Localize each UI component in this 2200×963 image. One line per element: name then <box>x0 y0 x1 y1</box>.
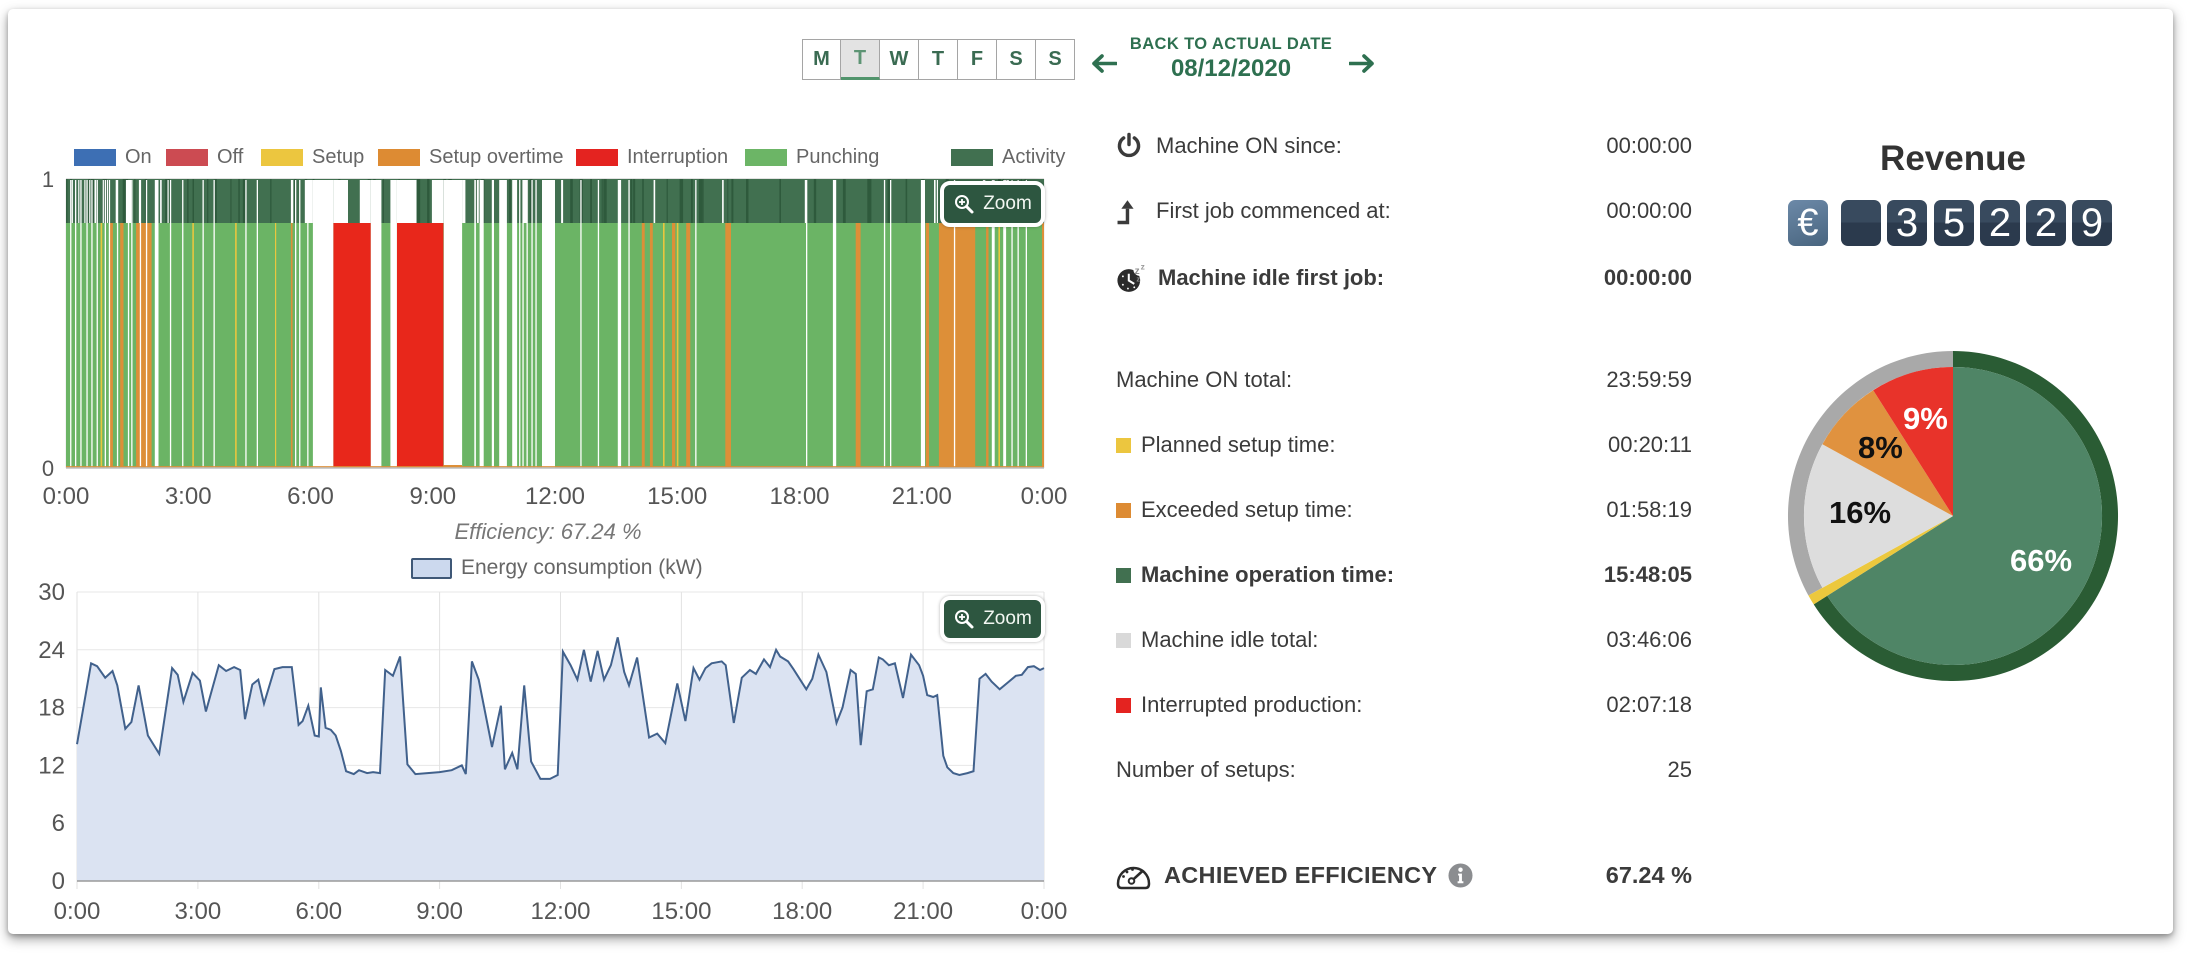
svg-text:16%: 16% <box>1829 495 1891 530</box>
svg-text:9:00: 9:00 <box>416 898 463 925</box>
svg-text:9:00: 9:00 <box>409 483 456 510</box>
svg-text:0: 0 <box>52 868 65 895</box>
svg-text:12:00: 12:00 <box>525 483 585 510</box>
svg-text:30: 30 <box>38 579 65 606</box>
svg-text:12:00: 12:00 <box>530 898 590 925</box>
svg-text:9%: 9% <box>1903 401 1948 436</box>
svg-text:6:00: 6:00 <box>287 483 334 510</box>
svg-text:z: z <box>1136 274 1140 283</box>
svg-text:6: 6 <box>52 810 65 837</box>
svg-text:3:00: 3:00 <box>175 898 222 925</box>
svg-text:0:00: 0:00 <box>1021 483 1068 510</box>
svg-text:18:00: 18:00 <box>772 898 832 925</box>
svg-text:6:00: 6:00 <box>295 898 342 925</box>
svg-text:18: 18 <box>38 695 65 722</box>
svg-text:0: 0 <box>42 456 54 481</box>
svg-text:z: z <box>1141 262 1145 272</box>
svg-text:66%: 66% <box>2010 543 2072 578</box>
svg-text:3:00: 3:00 <box>165 483 212 510</box>
svg-text:z: z <box>1135 266 1140 277</box>
svg-text:21:00: 21:00 <box>892 483 952 510</box>
svg-text:12: 12 <box>38 752 65 779</box>
svg-text:24: 24 <box>38 637 65 664</box>
svg-text:15:00: 15:00 <box>651 898 711 925</box>
svg-text:0:00: 0:00 <box>1021 898 1068 925</box>
svg-text:0:00: 0:00 <box>43 483 90 510</box>
svg-text:15:00: 15:00 <box>647 483 707 510</box>
svg-text:8%: 8% <box>1858 430 1903 465</box>
svg-text:21:00: 21:00 <box>893 898 953 925</box>
svg-text:1: 1 <box>42 167 54 192</box>
svg-text:18:00: 18:00 <box>769 483 829 510</box>
svg-text:0:00: 0:00 <box>54 898 101 925</box>
